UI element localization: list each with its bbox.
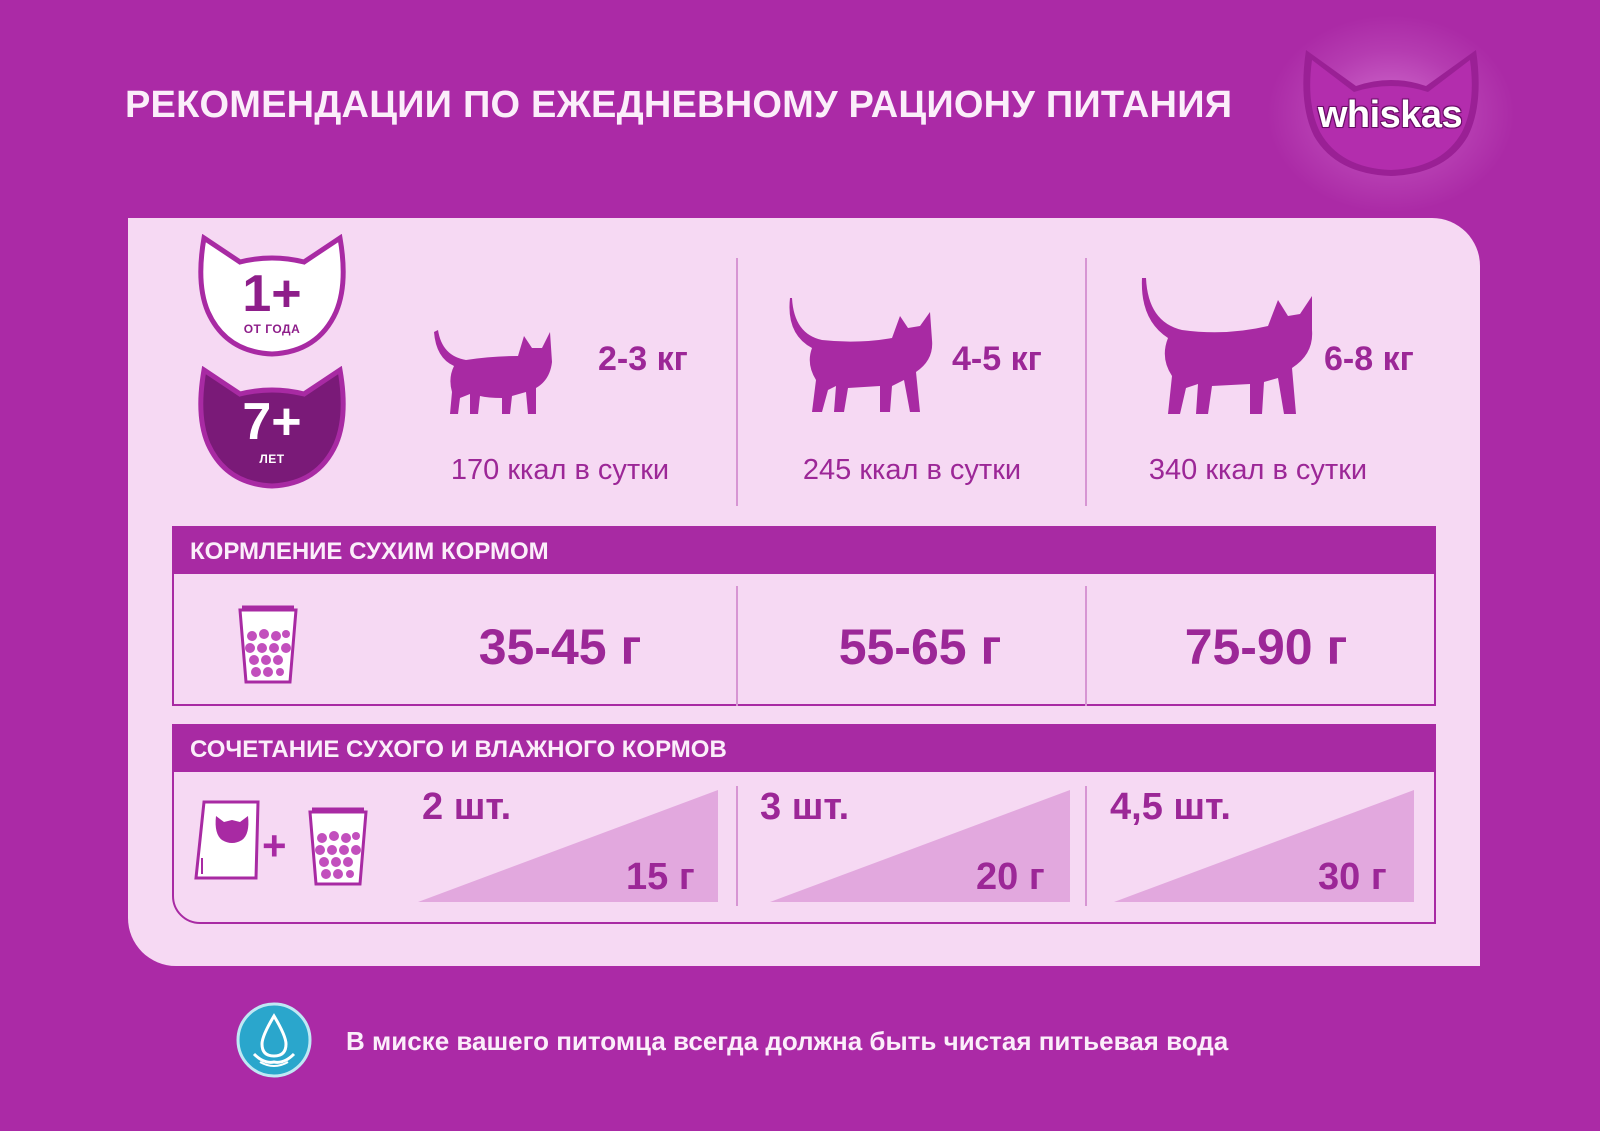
kcal-label: 340 ккал в сутки: [1148, 454, 1368, 486]
kitten-icon: [434, 330, 552, 414]
section-header: КОРМЛЕНИЕ СУХИМ КОРМОМ: [174, 528, 1434, 574]
plus-sign: +: [262, 822, 287, 869]
badge-caption: ОТ ГОДА: [243, 322, 301, 336]
portion-triangle: [418, 790, 718, 902]
kcal-label: 170 ккал в сутки: [450, 454, 670, 486]
pouch-count: 2 шт.: [422, 786, 512, 828]
page-title: РЕКОМЕНДАЦИИ ПО ЕЖЕДНЕВНОМУ РАЦИОНУ ПИТА…: [125, 84, 1233, 126]
column-divider: [1085, 786, 1087, 906]
dry-food-amount: 35-45 г: [478, 619, 642, 675]
column-divider: [736, 258, 738, 506]
dry-food-grams: 15 г: [626, 856, 695, 898]
dry-food-amount: 55-65 г: [838, 619, 1002, 675]
dry-feeding-section: КОРМЛЕНИЕ СУХИМ КОРМОМ: [172, 526, 1436, 706]
logo-text: whiskas: [1317, 94, 1463, 136]
pouch-count: 3 шт.: [760, 786, 850, 828]
pouch-count: 4,5 шт.: [1110, 786, 1231, 828]
combined-feeding-section: СОЧЕТАНИЕ СУХОГО И ВЛАЖНОГО КОРМОВ: [172, 724, 1436, 924]
cat-head-icon: [1303, 50, 1479, 176]
weight-label: 6-8 кг: [1324, 340, 1414, 378]
dry-food-cup-icon: [238, 605, 298, 684]
kcal-label: 245 ккал в сутки: [802, 454, 1022, 486]
pouch-icon: [194, 800, 260, 880]
portion-triangle: [770, 790, 1070, 902]
portion-triangle: [1114, 790, 1414, 902]
cat-head-icon: [198, 366, 346, 489]
section-header: СОЧЕТАНИЕ СУХОГО И ВЛАЖНОГО КОРМОВ: [174, 726, 1434, 772]
water-note: В миске вашего питомца всегда должна быт…: [346, 1026, 1229, 1056]
weight-label: 4-5 кг: [952, 340, 1042, 378]
cat-medium-icon: [789, 298, 933, 412]
water-drop-icon: [236, 1002, 312, 1078]
dry-food-grams: 20 г: [976, 856, 1045, 898]
cat-head-icon: [198, 234, 346, 357]
badge-number: 7+: [242, 393, 302, 451]
whiskas-logo: whiskas: [1266, 14, 1516, 214]
column-divider: [1085, 586, 1087, 706]
dry-food-cup-icon: [308, 807, 368, 886]
dry-food-amount: 75-90 г: [1184, 619, 1348, 675]
badge-caption: ЛЕТ: [259, 452, 285, 466]
column-divider: [736, 586, 738, 706]
cat-large-icon: [1141, 278, 1313, 414]
badge-number: 1+: [242, 265, 302, 323]
dry-food-grams: 30 г: [1318, 856, 1387, 898]
weight-label: 2-3 кг: [598, 340, 688, 378]
age-badge-senior: 7+ ЛЕТ: [196, 366, 348, 490]
column-divider: [1085, 258, 1087, 506]
age-badge-adult: 1+ ОТ ГОДА: [196, 234, 348, 358]
column-divider: [736, 786, 738, 906]
